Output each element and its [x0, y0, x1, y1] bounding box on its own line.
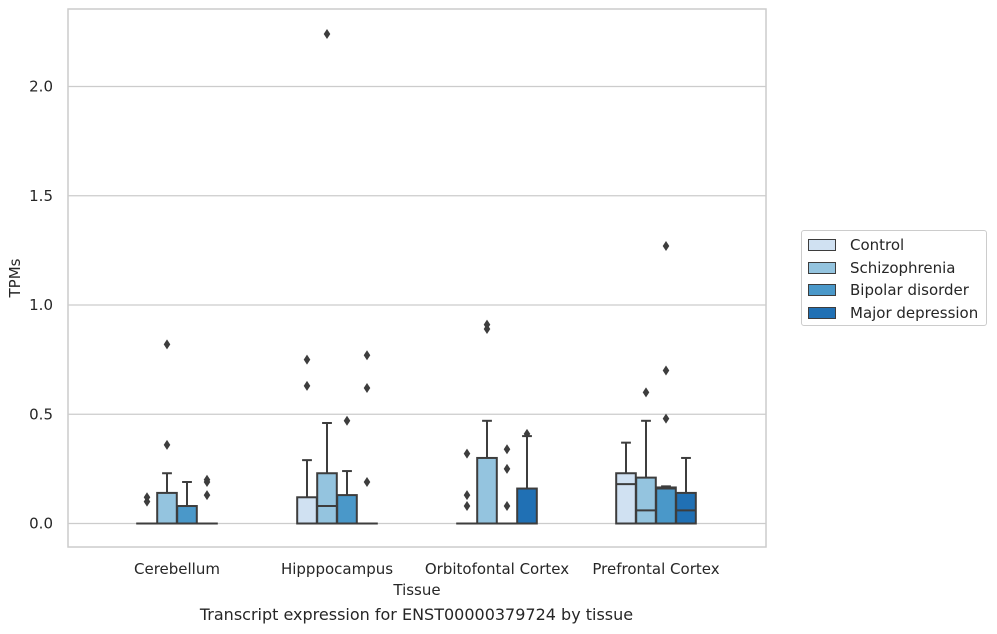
plot-area — [67, 8, 767, 548]
box-bipolar-disorder — [496, 444, 518, 525]
outlier-point — [203, 474, 211, 485]
legend-item: Bipolar disorder — [808, 280, 969, 300]
box-bipolar-disorder — [336, 415, 358, 525]
outlier-point — [363, 476, 371, 487]
box-body — [316, 472, 338, 525]
box-bipolar-disorder — [655, 241, 677, 525]
legend-swatch — [808, 239, 836, 251]
y-tick-label: 0.0 — [29, 515, 53, 533]
y-axis-label: TPMs — [6, 258, 24, 298]
outlier-point — [642, 387, 650, 398]
outlier-point — [662, 365, 670, 376]
outlier-point — [303, 380, 311, 391]
box-major-depression — [675, 456, 697, 525]
outlier-point — [503, 463, 511, 474]
outlier-point — [463, 501, 471, 512]
x-axis-label: Tissue — [392, 581, 440, 599]
outlier-point — [203, 490, 211, 501]
box-body — [516, 487, 538, 525]
outlier-point — [503, 444, 511, 455]
legend-label: Schizophrenia — [850, 258, 956, 277]
legend-item: Control — [808, 235, 904, 255]
box-body — [635, 476, 657, 525]
outlier-point — [163, 339, 171, 350]
legend-swatch — [808, 284, 836, 296]
y-tick-label: 2.0 — [29, 78, 53, 96]
y-tick-labels: 0.0 0.5 1.0 1.5 2.0 — [29, 78, 53, 533]
outlier-point — [363, 350, 371, 361]
outlier-point — [303, 354, 311, 365]
legend-item: Schizophrenia — [808, 258, 955, 278]
box-schizophrenia — [476, 319, 498, 525]
legend-label: Major depression — [850, 303, 979, 322]
grid-lines — [68, 85, 766, 525]
outlier-point — [463, 448, 471, 459]
x-tick-label: Hipppocampus — [281, 560, 393, 578]
box-control — [136, 492, 158, 525]
y-tick-label: 1.5 — [29, 187, 53, 205]
box-bipolar-disorder — [176, 480, 198, 525]
y-tick-label: 1.0 — [29, 296, 53, 314]
box-schizophrenia — [316, 29, 338, 525]
outlier-point — [523, 428, 531, 439]
outlier-point — [343, 415, 351, 426]
x-tick-labels: Cerebellum Hipppocampus Orbitofontal Corte… — [134, 560, 720, 578]
box-body — [655, 486, 677, 525]
box-major-depression — [196, 474, 218, 525]
outlier-point — [503, 501, 511, 512]
outlier-point — [483, 319, 491, 330]
box-body — [675, 491, 697, 525]
box-body — [336, 494, 358, 525]
boxes — [136, 29, 697, 525]
legend-label: Control — [850, 236, 905, 254]
outlier-point — [163, 439, 171, 450]
box-control — [456, 448, 478, 525]
box-body — [296, 496, 318, 525]
outlier-point — [363, 383, 371, 394]
x-tick-label: Cerebellum — [134, 560, 220, 578]
legend-swatch — [808, 261, 836, 274]
outlier-point — [662, 241, 670, 252]
box-body — [176, 505, 198, 525]
box-schizophrenia — [635, 387, 657, 525]
box-body — [615, 472, 637, 525]
x-tick-label: Prefrontal Cortex — [592, 560, 719, 578]
outlier-point — [463, 490, 471, 501]
outlier-point — [662, 413, 670, 424]
legend: Control Schizophrenia Bipolar disorder Majo… — [801, 230, 987, 326]
legend-label: Bipolar disorder — [850, 281, 969, 299]
legend-swatch — [808, 306, 836, 319]
box-body — [156, 491, 178, 525]
outlier-point — [323, 29, 331, 40]
box-major-depression — [356, 350, 378, 525]
y-tick-label: 0.5 — [29, 405, 53, 423]
figure-caption: Transcript expression for ENST0000037972… — [199, 605, 634, 624]
box-control — [615, 441, 637, 525]
x-tick-label: Orbitofontal Cortex — [425, 560, 569, 578]
box-control — [296, 354, 318, 525]
box-major-depression — [516, 428, 538, 525]
outlier-point — [143, 492, 151, 503]
box-schizophrenia — [156, 339, 178, 525]
box-body — [476, 456, 498, 525]
legend-item: Major depression — [808, 303, 978, 323]
